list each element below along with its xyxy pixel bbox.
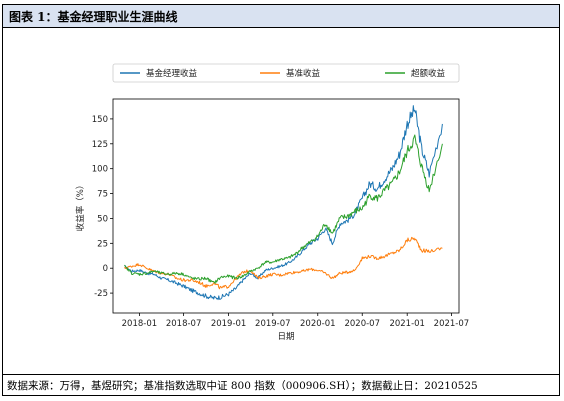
y-tick-label: 25 <box>97 239 108 249</box>
y-tick-label: 100 <box>92 165 108 175</box>
y-tick-label: -25 <box>94 289 108 299</box>
figure-title: 图表 1：基金经理职业生涯曲线 <box>9 10 178 24</box>
x-tick-label: 2019-07 <box>255 319 291 329</box>
legend-label-2: 基准收益 <box>286 68 321 79</box>
x-tick-label: 2018-07 <box>166 319 202 329</box>
x-axis-label: 日期 <box>277 332 294 342</box>
y-tick-label: 125 <box>92 140 108 150</box>
figure-header: 图表 1：基金经理职业生涯曲线 <box>3 5 559 28</box>
source-note: 数据来源：万得，基煜研究；基准指数选取中证 800 指数（000906.SH）；… <box>7 380 478 392</box>
legend-box <box>112 63 460 83</box>
figure-footer: 数据来源：万得，基煜研究；基准指数选取中证 800 指数（000906.SH）；… <box>3 374 559 395</box>
x-tick-label: 2020-07 <box>344 319 380 329</box>
y-tick-label: 0 <box>103 264 108 274</box>
x-tick-label: 2021-07 <box>434 319 470 329</box>
chart-axes: -25 0 25 50 75 100 125 150 2018-01 2018-07 2019-01… <box>75 98 470 342</box>
plot-frame <box>112 98 460 314</box>
series-line-2 <box>124 236 443 290</box>
plot-area <box>124 105 443 301</box>
x-tick-label: 2018-01 <box>122 319 158 329</box>
x-tick-label: 2020-01 <box>300 319 336 329</box>
legend-label-3: 超额收益 <box>411 68 446 79</box>
y-axis-label: 收益率（%） <box>75 181 86 232</box>
series-line-1 <box>124 105 443 301</box>
y-tick-label: 75 <box>97 190 108 200</box>
x-tick-label: 2019-01 <box>211 319 247 329</box>
legend-label-1: 基金经理收益 <box>146 68 198 79</box>
series-line-3 <box>124 134 443 284</box>
chart-legend: 基金经理收益 基准收益 超额收益 <box>112 63 460 83</box>
x-tick-label: 2021-01 <box>389 319 425 329</box>
y-tick-label: 50 <box>97 214 108 224</box>
y-tick-label: 150 <box>92 115 108 125</box>
